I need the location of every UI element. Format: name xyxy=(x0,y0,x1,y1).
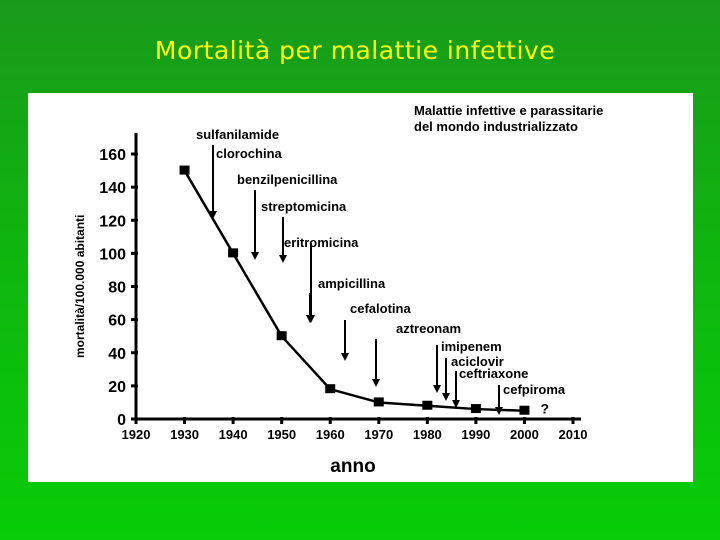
drug-annotation-arrowhead xyxy=(251,252,259,260)
x-tick-label: 1960 xyxy=(316,427,345,442)
chart-title-line-1: Malattie infettive e parassitarie xyxy=(414,103,603,118)
mortality-data-point xyxy=(519,405,530,415)
drug-annotation-arrowhead xyxy=(306,315,314,323)
mortality-data-point xyxy=(276,331,287,341)
drug-annotation-label: cefpiroma xyxy=(503,382,566,397)
mortality-data-point xyxy=(470,404,481,414)
x-tick-label: 1930 xyxy=(170,427,199,442)
y-tick-label: 20 xyxy=(108,379,126,396)
x-tick-label: 1980 xyxy=(413,427,442,442)
drug-annotation-label: ampicillina xyxy=(318,276,386,291)
x-tick-label: 2000 xyxy=(510,427,539,442)
drug-annotation-label: clorochina xyxy=(216,146,283,161)
drug-annotation-arrowhead xyxy=(209,211,217,219)
drug-annotation-label: eritromicina xyxy=(284,235,359,250)
drug-annotation-label: aztreonam xyxy=(396,321,461,336)
drug-annotation-arrowhead xyxy=(279,255,287,263)
y-tick-label: 140 xyxy=(99,180,126,197)
y-tick-label: 120 xyxy=(99,213,126,230)
drug-annotation-arrowhead xyxy=(452,400,460,408)
x-tick-label: 1990 xyxy=(461,427,490,442)
mortality-series-line xyxy=(183,169,525,412)
drug-annotation-arrowhead xyxy=(433,385,441,393)
mortality-data-point xyxy=(228,248,239,258)
x-tick-label: 1950 xyxy=(267,427,296,442)
y-tick-label: 0 xyxy=(117,412,126,429)
slide-title: Mortalità per malattie infettive xyxy=(154,36,556,65)
x-tick-label: 2010 xyxy=(559,427,588,442)
drug-annotation-label: streptomicina xyxy=(261,199,347,214)
drug-annotation-label: ceftriaxone xyxy=(459,366,528,381)
mortality-data-point xyxy=(373,397,384,407)
drug-annotation-label: sulfanilamide xyxy=(196,127,279,142)
mortality-data-point xyxy=(179,165,190,175)
mortality-chart: Malattie infettive e parassitarie del mo… xyxy=(73,103,603,477)
x-tick-label: 1940 xyxy=(219,427,248,442)
y-tick-label: 40 xyxy=(108,346,126,363)
x-tick-label: 1970 xyxy=(364,427,393,442)
y-axis-label: mortalità/100.000 abitanti xyxy=(73,215,87,358)
x-tick-label: 1920 xyxy=(122,427,151,442)
y-tick-label: 60 xyxy=(108,313,126,330)
drug-annotation-arrowhead xyxy=(372,379,380,387)
unknown-future-marker: ? xyxy=(540,401,549,417)
x-axis-label: anno xyxy=(330,456,375,477)
drug-annotation-label: benzilpenicillina xyxy=(237,172,338,187)
drug-annotation-label: aciclovir xyxy=(451,354,504,369)
chart-title-line-2: del mondo industrializzato xyxy=(414,119,578,134)
drug-annotation-arrowhead xyxy=(442,393,450,401)
y-tick-label: 160 xyxy=(99,147,126,164)
y-tick-label: 100 xyxy=(99,246,126,263)
y-tick-label: 80 xyxy=(108,280,126,297)
drug-annotation-arrowhead xyxy=(341,353,349,361)
mortality-data-point xyxy=(422,400,433,410)
chart-panel: Malattie infettive e parassitarie del mo… xyxy=(28,93,693,482)
mortality-data-point xyxy=(325,384,336,394)
drug-annotation-label: imipenem xyxy=(441,339,502,354)
drug-annotation-label: cefalotina xyxy=(350,301,411,316)
drug-annotation-arrowhead xyxy=(495,407,503,415)
